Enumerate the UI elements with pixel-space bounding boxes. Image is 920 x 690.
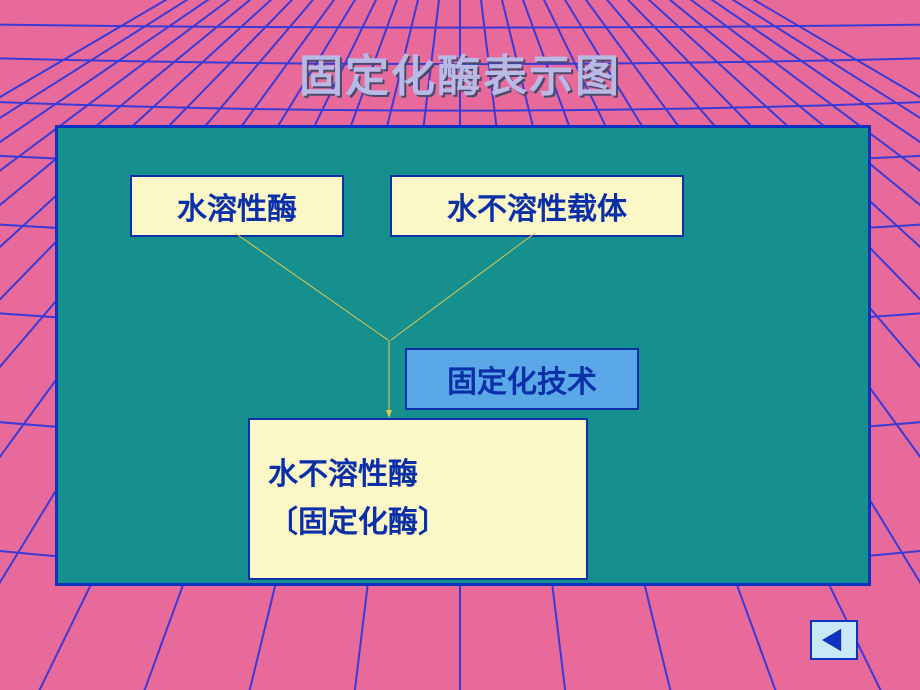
node-label: 固定化技术 <box>447 357 597 401</box>
node-label: 水溶性酶 <box>177 184 297 228</box>
slide-title: 固定化酶表示图 固定化酶表示图 <box>0 40 920 104</box>
back-arrow-icon <box>810 620 858 660</box>
node-immobilized-enzyme: 水不溶性酶 〔固定化酶〕 <box>248 418 588 580</box>
title-text: 固定化酶表示图 <box>299 52 621 101</box>
node-water-soluble-enzyme: 水溶性酶 <box>130 175 344 237</box>
node-line1: 水不溶性酶 <box>268 451 418 499</box>
slide: 固定化酶表示图 固定化酶表示图 水溶性酶 水不溶性载体 固定化技术 水不溶性酶 … <box>0 0 920 690</box>
nav-back-button[interactable] <box>810 620 858 660</box>
node-immobilization-technique: 固定化技术 <box>405 348 639 410</box>
node-label: 水不溶性载体 <box>447 184 627 228</box>
node-insoluble-carrier: 水不溶性载体 <box>390 175 684 237</box>
node-line2: 〔固定化酶〕 <box>268 499 448 547</box>
